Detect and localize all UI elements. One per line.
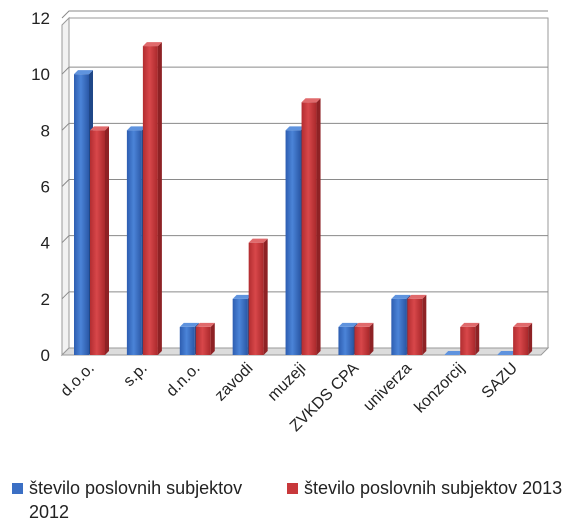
gridline bbox=[61, 235, 548, 244]
bar-2013-7-front bbox=[460, 326, 476, 355]
bar-2012-7-top bbox=[444, 351, 464, 355]
bar-2012-4-top bbox=[285, 126, 305, 131]
bar-2013-0-front bbox=[90, 130, 105, 355]
bar-2013-6 bbox=[407, 294, 427, 355]
bar-2013-3-front bbox=[248, 242, 264, 355]
legend-label-2013: število poslovnih subjektov 2013 bbox=[304, 478, 563, 498]
bar-2012-0-top bbox=[74, 70, 93, 75]
y-tick-label: 4 bbox=[41, 234, 50, 253]
bar-2012-8-top bbox=[497, 351, 517, 355]
bar-2013-6-top bbox=[407, 294, 427, 299]
bar-2012-3-top bbox=[232, 294, 252, 299]
bar-2012-6-top bbox=[391, 294, 411, 299]
bar-2013-2-front bbox=[195, 326, 211, 355]
bar-2013-6-front bbox=[407, 298, 423, 355]
x-tick-label: konzorcij bbox=[411, 360, 468, 417]
legend: število poslovnih subjektov 2012 število… bbox=[0, 474, 571, 524]
bar-2013-7-top bbox=[460, 322, 480, 327]
gridlines bbox=[61, 10, 548, 300]
bar-2012-1-front bbox=[126, 130, 142, 355]
y-tick-label: 6 bbox=[41, 178, 50, 197]
y-tick-label: 12 bbox=[31, 9, 50, 28]
bar-2013-3 bbox=[248, 238, 268, 355]
bar-2013-5 bbox=[354, 322, 374, 355]
y-axis: 0 2 4 6 8 10 12 bbox=[31, 9, 50, 365]
gridline bbox=[61, 10, 548, 19]
bar-2013-2 bbox=[195, 322, 215, 355]
gridline bbox=[61, 122, 548, 131]
bar-2013-8 bbox=[513, 322, 533, 355]
x-tick-label: muzeji bbox=[265, 360, 310, 405]
x-tick-label: d.o.o. bbox=[58, 360, 98, 400]
y-tick-label: 0 bbox=[41, 346, 50, 365]
bar-2013-1-top bbox=[142, 42, 162, 47]
bar-2013-7-side bbox=[475, 322, 480, 355]
legend-item-2013: število poslovnih subjektov 2013 bbox=[287, 476, 571, 500]
bar-2012-3-front bbox=[232, 298, 248, 355]
bar-2013-2-top bbox=[195, 322, 215, 327]
x-tick-label: s.p. bbox=[120, 360, 150, 390]
y-tick-label: 10 bbox=[31, 65, 50, 84]
x-tick-label: zavodi bbox=[212, 360, 257, 405]
bar-2013-6-side bbox=[422, 294, 427, 355]
bar-2013-1 bbox=[142, 42, 162, 355]
bar-2013-8-front bbox=[513, 326, 529, 355]
bar-2012-2-front bbox=[179, 326, 195, 355]
bar-2012-8 bbox=[497, 351, 517, 355]
bar-2013-7 bbox=[460, 322, 480, 355]
gridline bbox=[61, 66, 548, 75]
bar-2013-1-side bbox=[157, 42, 162, 355]
x-tick-label: d.n.o. bbox=[163, 360, 203, 400]
bar-2012-7 bbox=[444, 351, 464, 355]
gridline bbox=[61, 291, 548, 300]
bar-2013-8-top bbox=[513, 322, 533, 327]
bar-2012-4-front bbox=[285, 130, 301, 355]
bar-2013-5-front bbox=[354, 326, 370, 355]
bar-2012-2-top bbox=[179, 322, 199, 327]
bar-2013-3-top bbox=[248, 238, 268, 243]
bar-2013-5-side bbox=[369, 322, 374, 355]
bar-2012-5-front bbox=[338, 326, 354, 355]
bar-2013-4-side bbox=[316, 98, 321, 355]
y-tick-label: 8 bbox=[41, 121, 50, 140]
legend-swatch-2012 bbox=[12, 483, 23, 494]
bars bbox=[74, 42, 533, 356]
bar-2013-0 bbox=[90, 126, 109, 355]
y-tick-label: 2 bbox=[41, 290, 50, 309]
bar-2013-3-side bbox=[263, 238, 268, 355]
legend-swatch-2013 bbox=[287, 483, 298, 494]
x-tick-label: SAZU bbox=[479, 360, 521, 402]
bar-2012-0-front bbox=[74, 74, 89, 356]
bar-2013-1-front bbox=[142, 46, 158, 355]
x-tick-label: univerza bbox=[360, 360, 415, 415]
bar-2013-0-top bbox=[90, 126, 109, 131]
gridline bbox=[61, 179, 548, 187]
bar-2012-6-front bbox=[391, 298, 407, 355]
bar-2013-4-front bbox=[301, 102, 317, 355]
bar-2013-8-side bbox=[528, 322, 533, 355]
bar-2013-0-side bbox=[105, 126, 109, 355]
bar-2013-2-side bbox=[210, 322, 215, 355]
bar-2013-4-top bbox=[301, 98, 321, 103]
bar-2013-4 bbox=[301, 98, 321, 355]
legend-item-2012: število poslovnih subjektov 2012 bbox=[12, 476, 279, 524]
bar-2012-1-top bbox=[126, 126, 146, 131]
bar-2013-5-top bbox=[354, 322, 374, 327]
bar-2012-5-top bbox=[338, 322, 358, 327]
legend-label-2012: število poslovnih subjektov 2012 bbox=[29, 478, 243, 522]
